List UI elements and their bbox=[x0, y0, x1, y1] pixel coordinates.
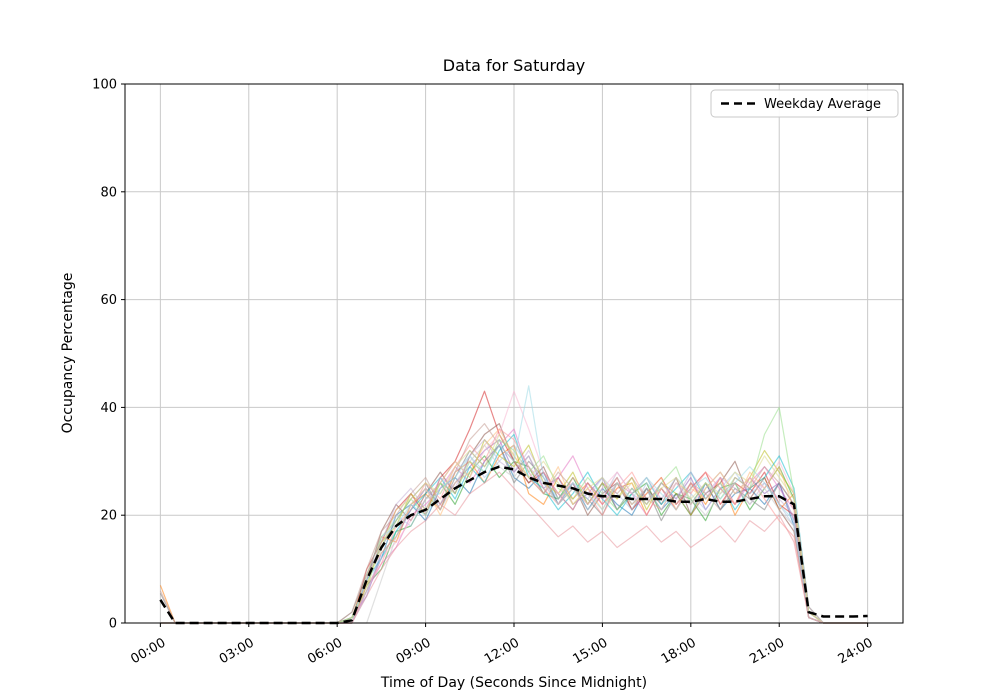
axes-layer: 00:00 03:00 06:00 09:00 12:00 15:00 18:00 21:00… bbox=[92, 78, 904, 667]
x-tick-label: 00:00 bbox=[128, 635, 168, 667]
y-tick-label: 100 bbox=[92, 78, 117, 93]
x-tick-label: 21:00 bbox=[747, 635, 787, 667]
y-tick-label: 40 bbox=[100, 401, 117, 416]
x-tick-label: 06:00 bbox=[305, 635, 345, 667]
y-axis-label: Occupancy Percentage bbox=[60, 273, 76, 434]
chart-title: Data for Saturday bbox=[443, 56, 585, 75]
x-tick-label: 03:00 bbox=[217, 635, 257, 667]
y-tick-label: 80 bbox=[100, 185, 117, 200]
legend: Weekday Average bbox=[710, 89, 899, 118]
y-tick-label: 20 bbox=[100, 509, 117, 524]
grid-layer bbox=[125, 83, 903, 624]
legend-label: Weekday Average bbox=[764, 97, 881, 112]
x-tick-label: 24:00 bbox=[836, 635, 876, 667]
x-tick-label: 09:00 bbox=[394, 635, 434, 667]
x-tick-label: 15:00 bbox=[570, 635, 610, 667]
x-tick-label: 18:00 bbox=[659, 635, 699, 667]
y-tick-label: 60 bbox=[100, 293, 117, 308]
x-axis-label: Time of Day (Seconds Since Midnight) bbox=[380, 675, 647, 691]
legend-box bbox=[710, 89, 899, 118]
y-tick-label: 0 bbox=[109, 617, 117, 632]
x-tick-label: 12:00 bbox=[482, 635, 522, 667]
